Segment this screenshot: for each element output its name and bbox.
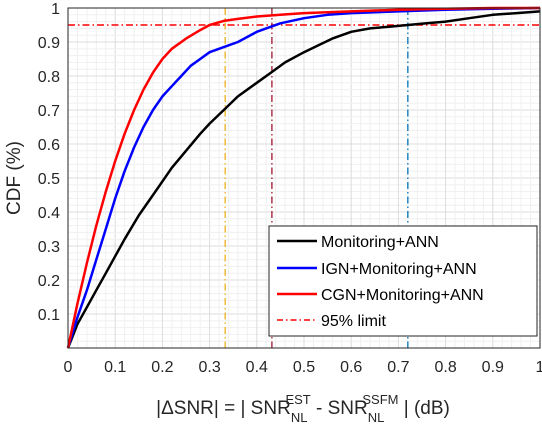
x-tick-label: 0.7 (387, 359, 409, 376)
x-tick-label: 0.5 (293, 359, 315, 376)
y-tick-label: 0.2 (38, 273, 60, 290)
series-lines (66, 6, 541, 349)
x-tick-label: 0.4 (246, 359, 268, 376)
legend-label-cgn: CGN+Monitoring+ANN (321, 287, 484, 304)
series-line-monitoring (66, 10, 541, 349)
y-tick-label: 0.8 (38, 69, 60, 86)
legend-box (268, 225, 538, 337)
legend-label-95-limit: 95% limit (321, 313, 386, 330)
series-line-ign (66, 6, 541, 349)
y-tick-label: 0.6 (38, 137, 60, 154)
x-tick-label: 0.9 (482, 359, 504, 376)
legend: Monitoring+ANN IGN+Monitoring+ANN CGN+Mo… (268, 225, 538, 337)
y-tick-label: 0.1 (38, 307, 60, 324)
series-line-cgn (66, 6, 540, 349)
x-tick-label: 0.3 (198, 359, 220, 376)
x-tick-label: 0.2 (151, 359, 173, 376)
x-tick-label: 0.6 (340, 359, 362, 376)
x-tick-labels: 0 0.1 0.2 0.3 0.4 0.5 0.6 0.7 0.8 0.9 1 (64, 359, 542, 376)
y-tick-label: 0.5 (38, 171, 60, 188)
y-tick-label: 0.3 (38, 239, 60, 256)
y-tick-label: 0.9 (38, 35, 60, 52)
y-tick-label: 0.4 (38, 205, 60, 222)
y-tick-label: 1 (51, 1, 60, 18)
x-tick-label: 0.1 (104, 359, 126, 376)
y-axis-label: CDF (%) (4, 141, 25, 215)
y-tick-label: 0.7 (38, 103, 60, 120)
x-tick-label: 0.8 (434, 359, 456, 376)
plot-frame (67, 7, 541, 349)
x-axis-label: |ΔSNR| = | SNRNLEST - SNRNLSSFM | (dB) (156, 392, 450, 425)
legend-label-ign: IGN+Monitoring+ANN (321, 261, 477, 278)
x-tick-label: 0 (64, 359, 73, 376)
x-tick-label: 1 (536, 359, 542, 376)
legend-label-monitoring: Monitoring+ANN (321, 234, 439, 251)
reference-lines (68, 8, 540, 348)
y-tick-labels: 0.1 0.2 0.3 0.4 0.5 0.6 0.7 0.8 0.9 1 (38, 1, 60, 324)
